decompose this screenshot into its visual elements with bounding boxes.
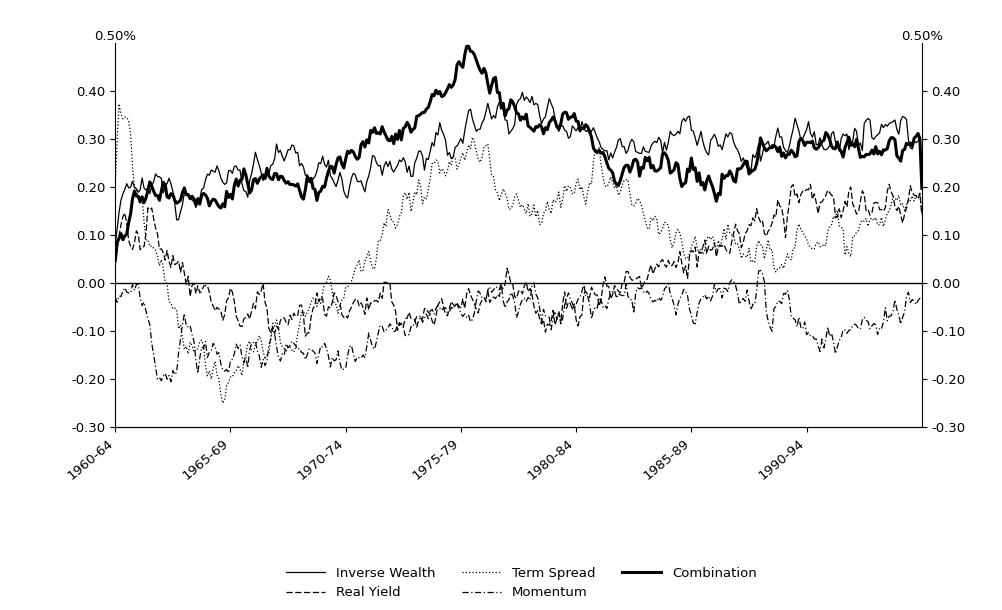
- Legend: Inverse Wealth, Real Yield, Term Spread, Momentum, Combination: Inverse Wealth, Real Yield, Term Spread,…: [282, 563, 761, 603]
- Text: 0.50%: 0.50%: [901, 30, 943, 43]
- Text: 0.50%: 0.50%: [94, 30, 136, 43]
